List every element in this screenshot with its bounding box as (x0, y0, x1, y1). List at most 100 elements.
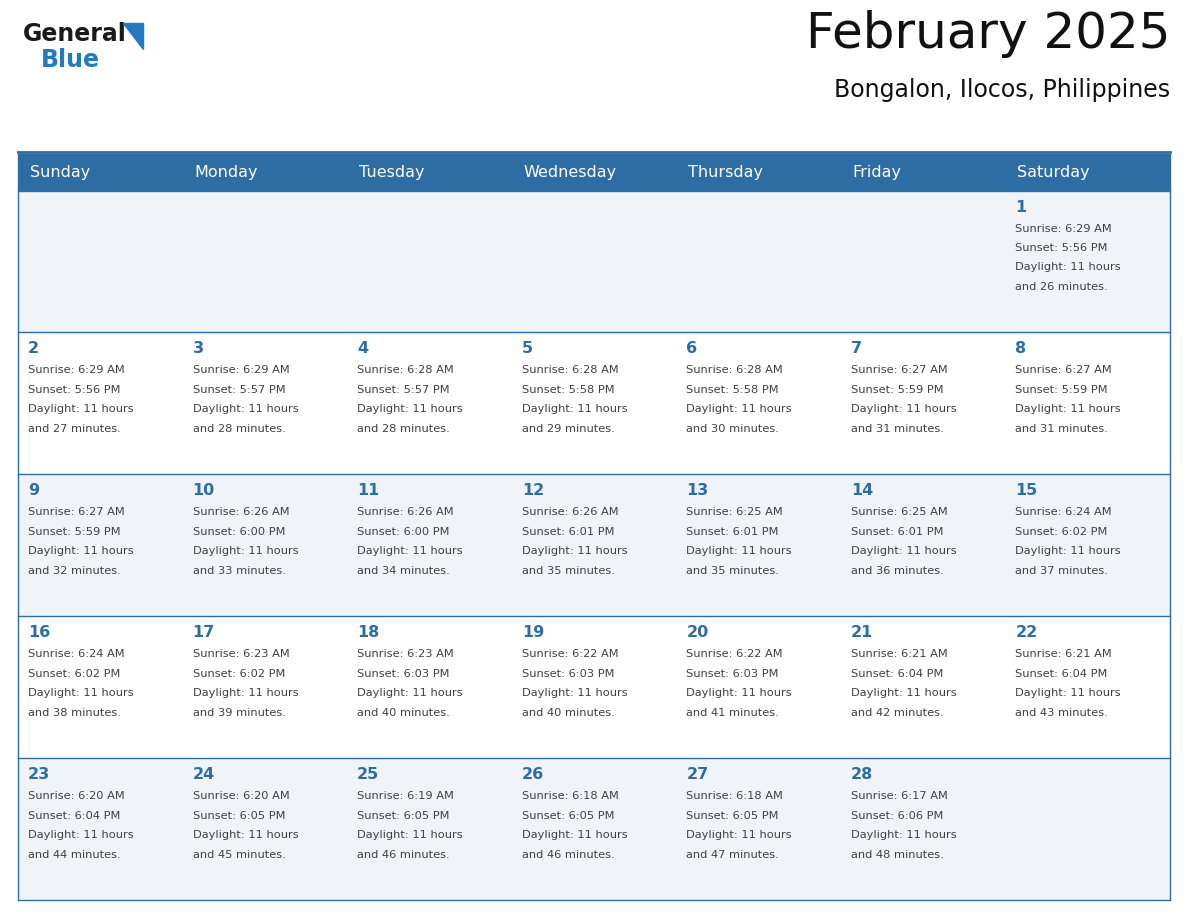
Text: Sunrise: 6:25 AM: Sunrise: 6:25 AM (851, 508, 948, 518)
Text: and 33 minutes.: and 33 minutes. (192, 565, 285, 576)
Text: Sunday: Sunday (30, 164, 90, 180)
Text: Sunrise: 6:27 AM: Sunrise: 6:27 AM (1016, 365, 1112, 375)
Text: 19: 19 (522, 625, 544, 640)
Text: Daylight: 11 hours: Daylight: 11 hours (851, 405, 956, 414)
Text: Sunrise: 6:29 AM: Sunrise: 6:29 AM (192, 365, 290, 375)
Text: Sunrise: 6:21 AM: Sunrise: 6:21 AM (1016, 649, 1112, 659)
Text: Sunset: 6:04 PM: Sunset: 6:04 PM (1016, 668, 1107, 678)
Text: Daylight: 11 hours: Daylight: 11 hours (687, 830, 792, 840)
Text: 14: 14 (851, 483, 873, 498)
Text: 11: 11 (358, 483, 379, 498)
Text: Wednesday: Wednesday (524, 164, 617, 180)
Text: Sunrise: 6:17 AM: Sunrise: 6:17 AM (851, 791, 948, 801)
Text: 16: 16 (29, 625, 50, 640)
Bar (18, 154, 1170, 191)
Text: Sunset: 6:01 PM: Sunset: 6:01 PM (687, 527, 779, 537)
Text: and 38 minutes.: and 38 minutes. (29, 708, 121, 718)
Text: Sunset: 6:00 PM: Sunset: 6:00 PM (192, 527, 285, 537)
Text: 17: 17 (192, 625, 215, 640)
Text: and 35 minutes.: and 35 minutes. (522, 565, 614, 576)
Text: and 39 minutes.: and 39 minutes. (192, 708, 285, 718)
Text: Sunrise: 6:18 AM: Sunrise: 6:18 AM (522, 791, 619, 801)
Text: Sunrise: 6:20 AM: Sunrise: 6:20 AM (29, 791, 125, 801)
Text: Daylight: 11 hours: Daylight: 11 hours (1016, 263, 1121, 273)
Text: and 48 minutes.: and 48 minutes. (851, 849, 943, 859)
Text: 18: 18 (358, 625, 379, 640)
Text: Daylight: 11 hours: Daylight: 11 hours (358, 546, 463, 556)
Text: 4: 4 (358, 341, 368, 356)
Text: Sunset: 6:03 PM: Sunset: 6:03 PM (358, 668, 449, 678)
Text: Daylight: 11 hours: Daylight: 11 hours (687, 405, 792, 414)
Text: Daylight: 11 hours: Daylight: 11 hours (29, 405, 133, 414)
Text: Monday: Monday (195, 164, 258, 180)
Text: Sunrise: 6:29 AM: Sunrise: 6:29 AM (29, 365, 125, 375)
Text: Daylight: 11 hours: Daylight: 11 hours (522, 546, 627, 556)
Text: and 46 minutes.: and 46 minutes. (358, 849, 450, 859)
Text: Sunrise: 6:28 AM: Sunrise: 6:28 AM (358, 365, 454, 375)
Text: Sunset: 5:59 PM: Sunset: 5:59 PM (1016, 385, 1108, 395)
Text: Sunrise: 6:23 AM: Sunrise: 6:23 AM (192, 649, 290, 659)
Text: Sunrise: 6:28 AM: Sunrise: 6:28 AM (687, 365, 783, 375)
Text: and 26 minutes.: and 26 minutes. (1016, 282, 1108, 292)
Text: 12: 12 (522, 483, 544, 498)
Text: 24: 24 (192, 767, 215, 782)
Text: 25: 25 (358, 767, 379, 782)
Text: Sunset: 5:58 PM: Sunset: 5:58 PM (522, 385, 614, 395)
Text: Sunset: 6:05 PM: Sunset: 6:05 PM (192, 811, 285, 821)
Text: Daylight: 11 hours: Daylight: 11 hours (29, 688, 133, 699)
Bar (18, 758, 1170, 900)
Text: and 28 minutes.: and 28 minutes. (358, 424, 450, 434)
Text: and 42 minutes.: and 42 minutes. (851, 708, 943, 718)
Text: 22: 22 (1016, 625, 1037, 640)
Text: Sunrise: 6:26 AM: Sunrise: 6:26 AM (192, 508, 289, 518)
Text: Sunrise: 6:24 AM: Sunrise: 6:24 AM (1016, 508, 1112, 518)
Bar (18, 191, 1170, 332)
Text: Daylight: 11 hours: Daylight: 11 hours (1016, 546, 1121, 556)
Text: Sunset: 6:02 PM: Sunset: 6:02 PM (1016, 527, 1107, 537)
Text: Daylight: 11 hours: Daylight: 11 hours (687, 546, 792, 556)
Text: Bongalon, Ilocos, Philippines: Bongalon, Ilocos, Philippines (834, 78, 1170, 102)
Text: 3: 3 (192, 341, 203, 356)
Text: Sunrise: 6:23 AM: Sunrise: 6:23 AM (358, 649, 454, 659)
Text: and 37 minutes.: and 37 minutes. (1016, 565, 1108, 576)
Text: Sunrise: 6:27 AM: Sunrise: 6:27 AM (29, 508, 125, 518)
Text: and 40 minutes.: and 40 minutes. (522, 708, 614, 718)
Text: Daylight: 11 hours: Daylight: 11 hours (687, 688, 792, 699)
Text: Sunset: 5:57 PM: Sunset: 5:57 PM (192, 385, 285, 395)
Text: 28: 28 (851, 767, 873, 782)
Text: and 45 minutes.: and 45 minutes. (192, 849, 285, 859)
Text: and 35 minutes.: and 35 minutes. (687, 565, 779, 576)
Text: Sunset: 6:03 PM: Sunset: 6:03 PM (522, 668, 614, 678)
Text: Sunset: 6:00 PM: Sunset: 6:00 PM (358, 527, 449, 537)
Bar (18, 475, 1170, 616)
Text: Saturday: Saturday (1017, 164, 1091, 180)
Text: 21: 21 (851, 625, 873, 640)
Text: Sunrise: 6:29 AM: Sunrise: 6:29 AM (1016, 223, 1112, 233)
Text: Friday: Friday (853, 164, 902, 180)
Text: 23: 23 (29, 767, 50, 782)
Text: Daylight: 11 hours: Daylight: 11 hours (1016, 405, 1121, 414)
Text: 15: 15 (1016, 483, 1037, 498)
Text: and 47 minutes.: and 47 minutes. (687, 849, 779, 859)
Text: Sunset: 6:01 PM: Sunset: 6:01 PM (851, 527, 943, 537)
Text: Sunset: 6:03 PM: Sunset: 6:03 PM (687, 668, 779, 678)
Text: and 36 minutes.: and 36 minutes. (851, 565, 943, 576)
Text: Blue: Blue (42, 48, 100, 72)
Text: 1: 1 (1016, 199, 1026, 215)
Text: 10: 10 (192, 483, 215, 498)
Text: Sunset: 6:01 PM: Sunset: 6:01 PM (522, 527, 614, 537)
Text: and 41 minutes.: and 41 minutes. (687, 708, 779, 718)
Text: Sunset: 6:02 PM: Sunset: 6:02 PM (29, 668, 120, 678)
Text: Daylight: 11 hours: Daylight: 11 hours (851, 830, 956, 840)
Text: Sunrise: 6:22 AM: Sunrise: 6:22 AM (687, 649, 783, 659)
Text: Sunset: 5:59 PM: Sunset: 5:59 PM (851, 385, 943, 395)
Text: and 28 minutes.: and 28 minutes. (192, 424, 285, 434)
Text: and 29 minutes.: and 29 minutes. (522, 424, 614, 434)
Text: Sunrise: 6:27 AM: Sunrise: 6:27 AM (851, 365, 948, 375)
Bar (18, 616, 1170, 758)
Text: Daylight: 11 hours: Daylight: 11 hours (192, 688, 298, 699)
Bar (18, 332, 1170, 475)
Text: Sunset: 6:04 PM: Sunset: 6:04 PM (851, 668, 943, 678)
Text: Thursday: Thursday (688, 164, 763, 180)
Text: February 2025: February 2025 (805, 10, 1170, 58)
